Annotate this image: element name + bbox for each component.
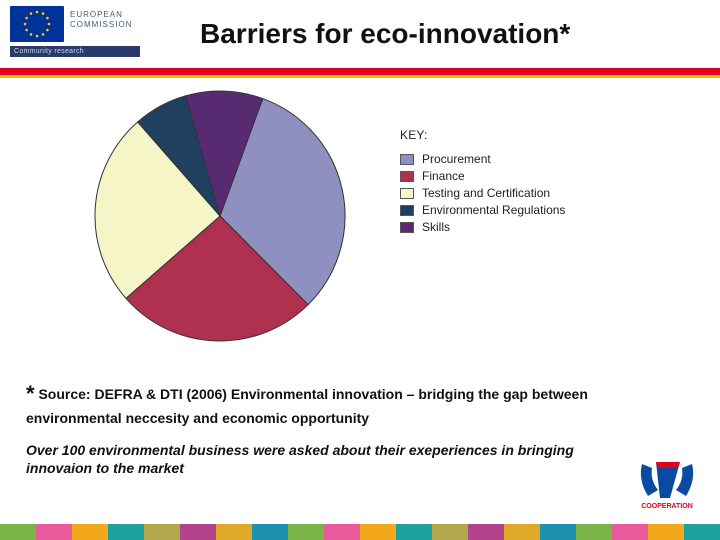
color-bar-segment [144, 524, 180, 540]
org-line1: EUROPEAN [70, 10, 132, 20]
fp7-logo-icon: COOPERATION [636, 458, 698, 512]
color-bar-segment [324, 524, 360, 540]
legend-swatch [400, 171, 414, 182]
legend-swatch [400, 205, 414, 216]
color-bar-segment [684, 524, 720, 540]
color-bar-segment [0, 524, 36, 540]
legend-title: KEY: [400, 128, 565, 142]
eu-commission-logo: EUROPEAN COMMISSION [10, 6, 132, 42]
footnotes: * Source: DEFRA & DTI (2006) Environment… [26, 380, 620, 491]
legend-label: Skills [422, 220, 450, 235]
legend-label: Environmental Regulations [422, 203, 565, 218]
legend-label: Procurement [422, 152, 491, 167]
community-research-label: Community research [10, 46, 140, 57]
legend-row: Skills [400, 220, 565, 235]
legend-row: Environmental Regulations [400, 203, 565, 218]
color-bar-segment [180, 524, 216, 540]
stripe-yellow [0, 75, 720, 78]
color-bar-segment [216, 524, 252, 540]
color-bar-segment [252, 524, 288, 540]
stripe-red [0, 68, 720, 75]
legend: KEY: Procurement Finance Testing and Certi… [400, 128, 565, 237]
footnote-source-text: Source: DEFRA & DTI (2006) Environmental… [26, 386, 588, 426]
header: EUROPEAN COMMISSION Community research B… [0, 0, 720, 78]
color-bar-segment [360, 524, 396, 540]
legend-row: Procurement [400, 152, 565, 167]
color-bar-segment [108, 524, 144, 540]
color-bar-segment [540, 524, 576, 540]
pie-chart [90, 86, 350, 346]
commission-label: EUROPEAN COMMISSION [70, 6, 132, 29]
color-bar-segment [432, 524, 468, 540]
eu-flag-icon [10, 6, 64, 42]
page-title: Barriers for eco-innovation* [200, 18, 712, 50]
color-bar-segment [504, 524, 540, 540]
color-bar-segment [396, 524, 432, 540]
legend-swatch [400, 154, 414, 165]
legend-row: Finance [400, 169, 565, 184]
legend-label: Testing and Certification [422, 186, 550, 201]
color-bar-segment [576, 524, 612, 540]
legend-label: Finance [422, 169, 465, 184]
color-bar-segment [36, 524, 72, 540]
legend-swatch [400, 188, 414, 199]
color-bar-segment [468, 524, 504, 540]
header-stripe [0, 68, 720, 78]
color-bar-segment [72, 524, 108, 540]
footnote-survey: Over 100 environmental business were ask… [26, 441, 620, 477]
svg-text:COOPERATION: COOPERATION [641, 503, 693, 510]
org-line2: COMMISSION [70, 20, 132, 30]
legend-swatch [400, 222, 414, 233]
footnote-source: * Source: DEFRA & DTI (2006) Environment… [26, 380, 620, 427]
footer-color-bar [0, 524, 720, 540]
legend-row: Testing and Certification [400, 186, 565, 201]
color-bar-segment [612, 524, 648, 540]
chart-area: KEY: Procurement Finance Testing and Certi… [60, 86, 660, 366]
color-bar-segment [288, 524, 324, 540]
color-bar-segment [648, 524, 684, 540]
